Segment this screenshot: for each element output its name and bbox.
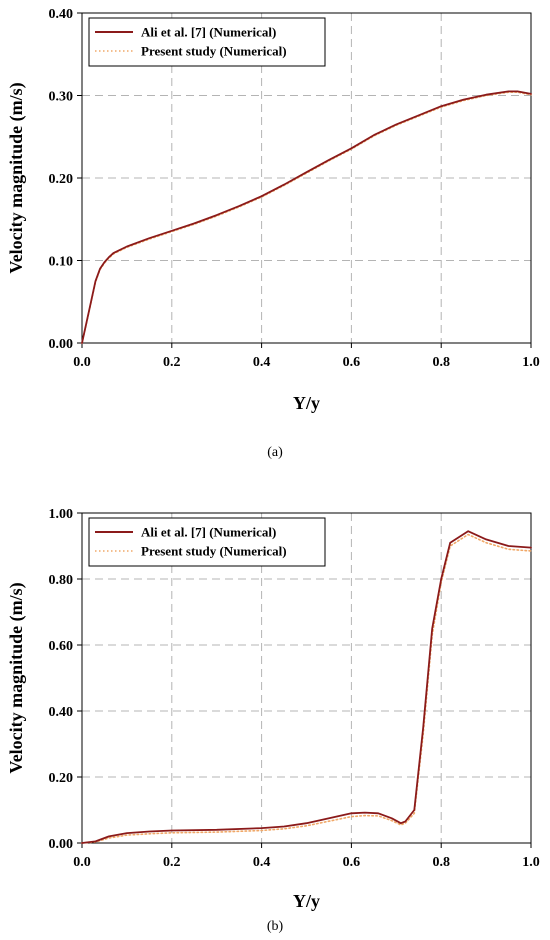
chart-b-y-tick-label: 0.00 [49,837,74,852]
chart-a-y-tick-label: 0.20 [49,172,74,187]
chart-b-grid [82,513,531,843]
chart-a-series-present-study-line [81,91,532,344]
chart-a-series-ali-et-al-line [81,90,532,344]
chart-b-legend: Ali et al. [7] (Numerical) Present study … [88,517,326,567]
chart-b-y-tick-label: 0.60 [49,639,74,654]
chart-b-y-ticks: 0.00 0.20 0.40 0.60 0.80 1.00 [49,507,82,852]
chart-b-x-tick-label: 0.2 [163,855,181,870]
chart-b-legend-box [88,517,326,567]
chart-a-legend-label: Present study (Numerical) [141,44,287,59]
chart-a-x-tick-label: 0.8 [432,355,450,370]
chart-b-y-tick-label: 0.80 [49,573,74,588]
chart-a-x-tick-label: 0.4 [253,355,271,370]
chart-a-y-tick-label: 0.40 [49,7,74,22]
chart-a: 0.0 0.2 0.4 0.6 0.8 1.0 0.000.100.200.300.40 … [6,7,540,460]
chart-a-x-tick-label: 1.0 [522,355,540,370]
chart-b-y-tick-label: 0.20 [49,771,74,786]
chart-b-x-tick-label: 0.6 [343,855,361,870]
chart-a-x-axis-label: Y/y [293,393,320,413]
chart-b: 0.0 0.2 0.4 0.6 0.8 1.0 0.00 0.20 0.40 0.60 0.80 1… [6,507,540,934]
chart-b-legend-label: Ali et al. [7] (Numerical) [141,525,276,540]
chart-a-legend-label: Ali et al. [7] (Numerical) [141,25,276,40]
chart-a-x-tick-label: 0.2 [163,355,181,370]
chart-a-legend: Ali et al. [7] (Numerical) Present study … [88,17,326,67]
chart-a-caption: (a) [267,445,283,460]
chart-b-series [81,530,532,844]
chart-b-x-tick-label: 1.0 [522,855,540,870]
chart-b-x-tick-label: 0.0 [73,855,91,870]
chart-b-x-axis-label: Y/y [293,891,320,911]
chart-b-caption: (b) [267,919,284,934]
chart-a-y-ticks: 0.00 0.10 0.20 0.30 0.40 [49,7,82,352]
chart-b-series-ali-et-al-line [81,530,532,844]
chart-a-y-tick-label: 0.30 [49,90,74,105]
chart-a-y-tick-label: 0.00 [49,337,74,352]
chart-a-x-ticks: 0.0 0.2 0.4 0.6 0.8 1.0 [73,343,540,370]
chart-b-y-tick-label: 0.40 [49,705,74,720]
chart-b-legend-label: Present study (Numerical) [141,544,287,559]
chart-b-y-tick-label: 1.00 [49,507,74,522]
chart-a-series [81,90,532,344]
chart-a-grid [82,13,531,343]
chart-b-y-axis-label: Velocity magnitude (m/s) [6,582,27,773]
chart-a-y-axis-label: Velocity magnitude (m/s) [6,82,27,273]
chart-b-plot-frame [81,512,532,844]
chart-a-x-tick-label: 0.0 [73,355,91,370]
chart-a-y-tick-label: 0.10 [49,255,74,270]
chart-a-x-tick-label: 0.6 [343,355,361,370]
chart-b-x-tick-label: 0.8 [432,855,450,870]
chart-a-legend-box [88,17,326,67]
chart-b-series-present-study-line [81,533,532,844]
chart-b-x-tick-label: 0.4 [253,855,271,870]
chart-b-x-ticks: 0.0 0.2 0.4 0.6 0.8 1.0 [73,843,540,870]
